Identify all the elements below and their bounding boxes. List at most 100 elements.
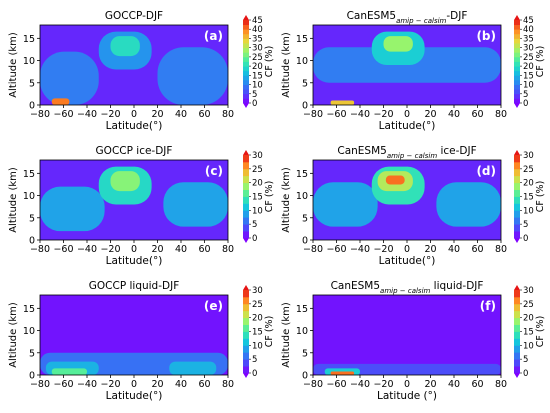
colorbar-tick-label: 25: [252, 53, 263, 63]
region-low-band: [313, 363, 501, 375]
x-axis-label: Latitude(°): [106, 120, 163, 132]
colorbar-label: CF (%): [264, 181, 275, 213]
colorbar-label: CF (%): [264, 316, 275, 348]
x-tick-label: 20: [424, 244, 436, 255]
x-tick-label: 40: [175, 244, 187, 255]
panel-label: (b): [476, 29, 496, 43]
x-tick-label: −40: [77, 244, 97, 255]
colorbar-tick-label: 5: [523, 355, 528, 365]
colorbar-tick-label: 5: [252, 220, 257, 230]
x-tick-label: −60: [53, 379, 73, 390]
colorbar-tick-label: 20: [252, 62, 263, 72]
x-tick-label: 40: [175, 379, 187, 390]
x-tick-label: 60: [471, 379, 483, 390]
colorbar-tick-label: 30: [523, 151, 534, 161]
y-tick-label: 0: [29, 101, 35, 112]
y-tick-label: 5: [302, 78, 308, 89]
colorbar-tick-label: 15: [523, 328, 534, 338]
y-tick-label: 15: [296, 34, 308, 45]
x-tick-label: −40: [350, 244, 370, 255]
y-tick-label: 10: [296, 56, 308, 67]
region-northern-band: [163, 182, 228, 227]
x-tick-label: −80: [303, 244, 323, 255]
x-tick-label: 60: [198, 109, 210, 120]
x-tick-label: 20: [151, 109, 163, 120]
panel-d: CanESM5amip − calsim ice-DJF(d) −80 −60 −40…: [281, 145, 546, 267]
colorbar-tick-label: 45: [252, 16, 263, 26]
colorbar-tick-label: 0: [523, 369, 528, 379]
x-tick-label: −20: [100, 379, 120, 390]
x-tick-label: −60: [326, 379, 346, 390]
region-tropical-core: [110, 171, 140, 192]
panel-title: GOCCP ice-DJF: [96, 145, 173, 157]
x-tick-label: −20: [100, 109, 120, 120]
y-tick-label: 0: [302, 371, 308, 382]
colorbar-tick-label: 40: [252, 25, 263, 35]
colorbar: 0 5 10 15 20 25 30 CF (%): [243, 285, 275, 379]
colorbar-tick-label: 5: [523, 220, 528, 230]
colorbar-tick-label: 0: [252, 369, 257, 379]
x-tick-label: 0: [404, 109, 410, 120]
colorbar-tick-label: 15: [252, 328, 263, 338]
colorbar-label: CF (%): [535, 46, 546, 78]
contour-field: [40, 295, 228, 375]
colorbar-tick-label: 30: [523, 44, 534, 54]
y-tick-label: 10: [23, 326, 35, 337]
y-tick-label: 10: [296, 326, 308, 337]
x-tick-label: −80: [303, 109, 323, 120]
colorbar-tick-label: 10: [523, 206, 534, 216]
region-tropical-core: [385, 175, 405, 185]
colorbar-tick-label: 0: [252, 234, 257, 244]
x-tick-label: 40: [448, 379, 460, 390]
y-axis-label: Altitude (km): [281, 167, 292, 233]
panel-label: (d): [476, 164, 496, 178]
region-southern-midlevel: [40, 51, 99, 105]
x-tick-label: 80: [495, 244, 507, 255]
region-southern-band: [313, 182, 378, 227]
y-axis-label: Altitude (km): [8, 167, 19, 233]
colorbar-tick-label: 40: [523, 25, 534, 35]
x-tick-label: −80: [30, 109, 50, 120]
region-southern-max: [51, 368, 87, 375]
x-tick-label: −60: [326, 244, 346, 255]
colorbar-tick-label: 30: [252, 151, 263, 161]
region-antarctic-low-cloud: [51, 98, 70, 105]
x-tick-label: 80: [222, 109, 234, 120]
x-tick-label: 40: [448, 109, 460, 120]
panel-title: CanESM5amip − calsim-DJF: [347, 10, 468, 25]
y-tick-label: 10: [23, 191, 35, 202]
colorbar-tick-label: 5: [523, 90, 528, 100]
region-northern-low: [169, 361, 217, 375]
region-northern-band: [436, 182, 501, 227]
colorbar-tick-label: 20: [252, 314, 263, 324]
colorbar: 0 5 10 15 20 25 30 CF (%): [514, 285, 546, 379]
panel-b: CanESM5amip − calsim-DJF (b) −80 −60 −40 −20 0…: [281, 10, 546, 132]
colorbar-tick-label: 5: [252, 90, 257, 100]
colorbar-tick-label: 25: [252, 300, 263, 310]
colorbar-tick-label: 0: [523, 234, 528, 244]
panel-title: GOCCP-DJF: [105, 10, 163, 22]
colorbar-tick-label: 0: [252, 99, 257, 109]
x-tick-label: −40: [350, 379, 370, 390]
colorbar-tick-label: 5: [252, 355, 257, 365]
region-background: [313, 295, 501, 375]
x-tick-label: −20: [100, 244, 120, 255]
colorbar-tick-label: 30: [523, 286, 534, 296]
colorbar-label: CF (%): [535, 181, 546, 213]
colorbar-tick-label: 15: [252, 71, 263, 81]
x-tick-label: 0: [404, 379, 410, 390]
y-axis-label: Altitude (km): [281, 302, 292, 368]
panel-e: GOCCP liquid-DJF (e) −80 −60 −40 −20 0 20 40 60 80…: [8, 280, 275, 402]
x-tick-label: 80: [495, 109, 507, 120]
x-tick-label: −40: [77, 379, 97, 390]
colorbar-tick-label: 25: [523, 53, 534, 63]
region-southern-max: [330, 371, 355, 375]
x-axis-label: Latitude(°): [379, 255, 436, 267]
colorbar-tick-label: 30: [252, 286, 263, 296]
colorbar-tick-label: 10: [252, 206, 263, 216]
x-tick-label: −20: [373, 109, 393, 120]
x-tick-label: −40: [77, 109, 97, 120]
colorbar-tick-label: 20: [523, 179, 534, 189]
colorbar-tick-label: 30: [252, 44, 263, 54]
